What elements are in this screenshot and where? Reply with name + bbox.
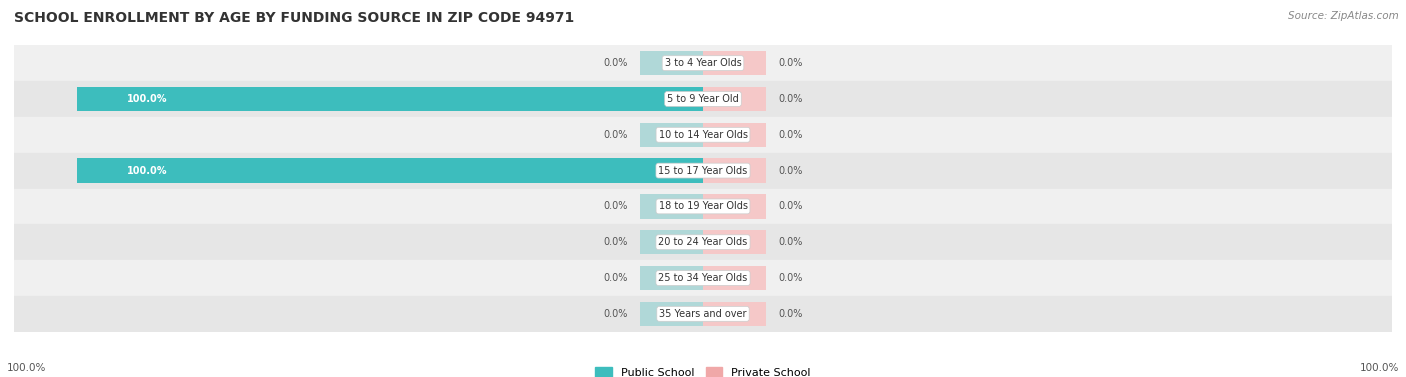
Text: 25 to 34 Year Olds: 25 to 34 Year Olds [658,273,748,283]
Text: 18 to 19 Year Olds: 18 to 19 Year Olds [658,201,748,211]
Bar [703,230,766,254]
Bar [14,224,1392,260]
Text: 0.0%: 0.0% [778,58,803,68]
Text: 3 to 4 Year Olds: 3 to 4 Year Olds [665,58,741,68]
Text: 0.0%: 0.0% [603,201,628,211]
Text: 5 to 9 Year Old: 5 to 9 Year Old [666,94,740,104]
Bar [703,51,766,75]
Text: 100.0%: 100.0% [1360,363,1399,373]
Bar [703,158,766,183]
Bar [640,230,703,254]
Text: 0.0%: 0.0% [778,166,803,176]
Bar [14,260,1392,296]
Text: 0.0%: 0.0% [603,58,628,68]
Text: 0.0%: 0.0% [778,237,803,247]
Text: 0.0%: 0.0% [603,273,628,283]
Bar [14,296,1392,332]
Bar [77,87,703,111]
Text: 0.0%: 0.0% [603,309,628,319]
Text: 0.0%: 0.0% [778,201,803,211]
Text: 0.0%: 0.0% [778,94,803,104]
Bar [703,123,766,147]
Text: 0.0%: 0.0% [778,273,803,283]
Bar [14,45,1392,81]
Bar [703,87,766,111]
Bar [703,194,766,219]
Text: 15 to 17 Year Olds: 15 to 17 Year Olds [658,166,748,176]
Text: 100.0%: 100.0% [127,94,167,104]
Bar [14,81,1392,117]
Text: 0.0%: 0.0% [778,130,803,140]
Text: 0.0%: 0.0% [603,130,628,140]
Bar [703,266,766,290]
Text: 100.0%: 100.0% [127,166,167,176]
Text: 100.0%: 100.0% [7,363,46,373]
Bar [77,158,703,183]
Bar [14,117,1392,153]
Bar [640,123,703,147]
Bar [14,188,1392,224]
Text: 10 to 14 Year Olds: 10 to 14 Year Olds [658,130,748,140]
Text: 20 to 24 Year Olds: 20 to 24 Year Olds [658,237,748,247]
Bar [640,51,703,75]
Text: 0.0%: 0.0% [778,309,803,319]
Bar [640,194,703,219]
Text: SCHOOL ENROLLMENT BY AGE BY FUNDING SOURCE IN ZIP CODE 94971: SCHOOL ENROLLMENT BY AGE BY FUNDING SOUR… [14,11,574,25]
Text: 0.0%: 0.0% [603,237,628,247]
Bar [14,153,1392,188]
Bar [640,302,703,326]
Text: 35 Years and over: 35 Years and over [659,309,747,319]
Bar [703,302,766,326]
Text: Source: ZipAtlas.com: Source: ZipAtlas.com [1288,11,1399,21]
Bar [640,266,703,290]
Legend: Public School, Private School: Public School, Private School [595,367,811,377]
